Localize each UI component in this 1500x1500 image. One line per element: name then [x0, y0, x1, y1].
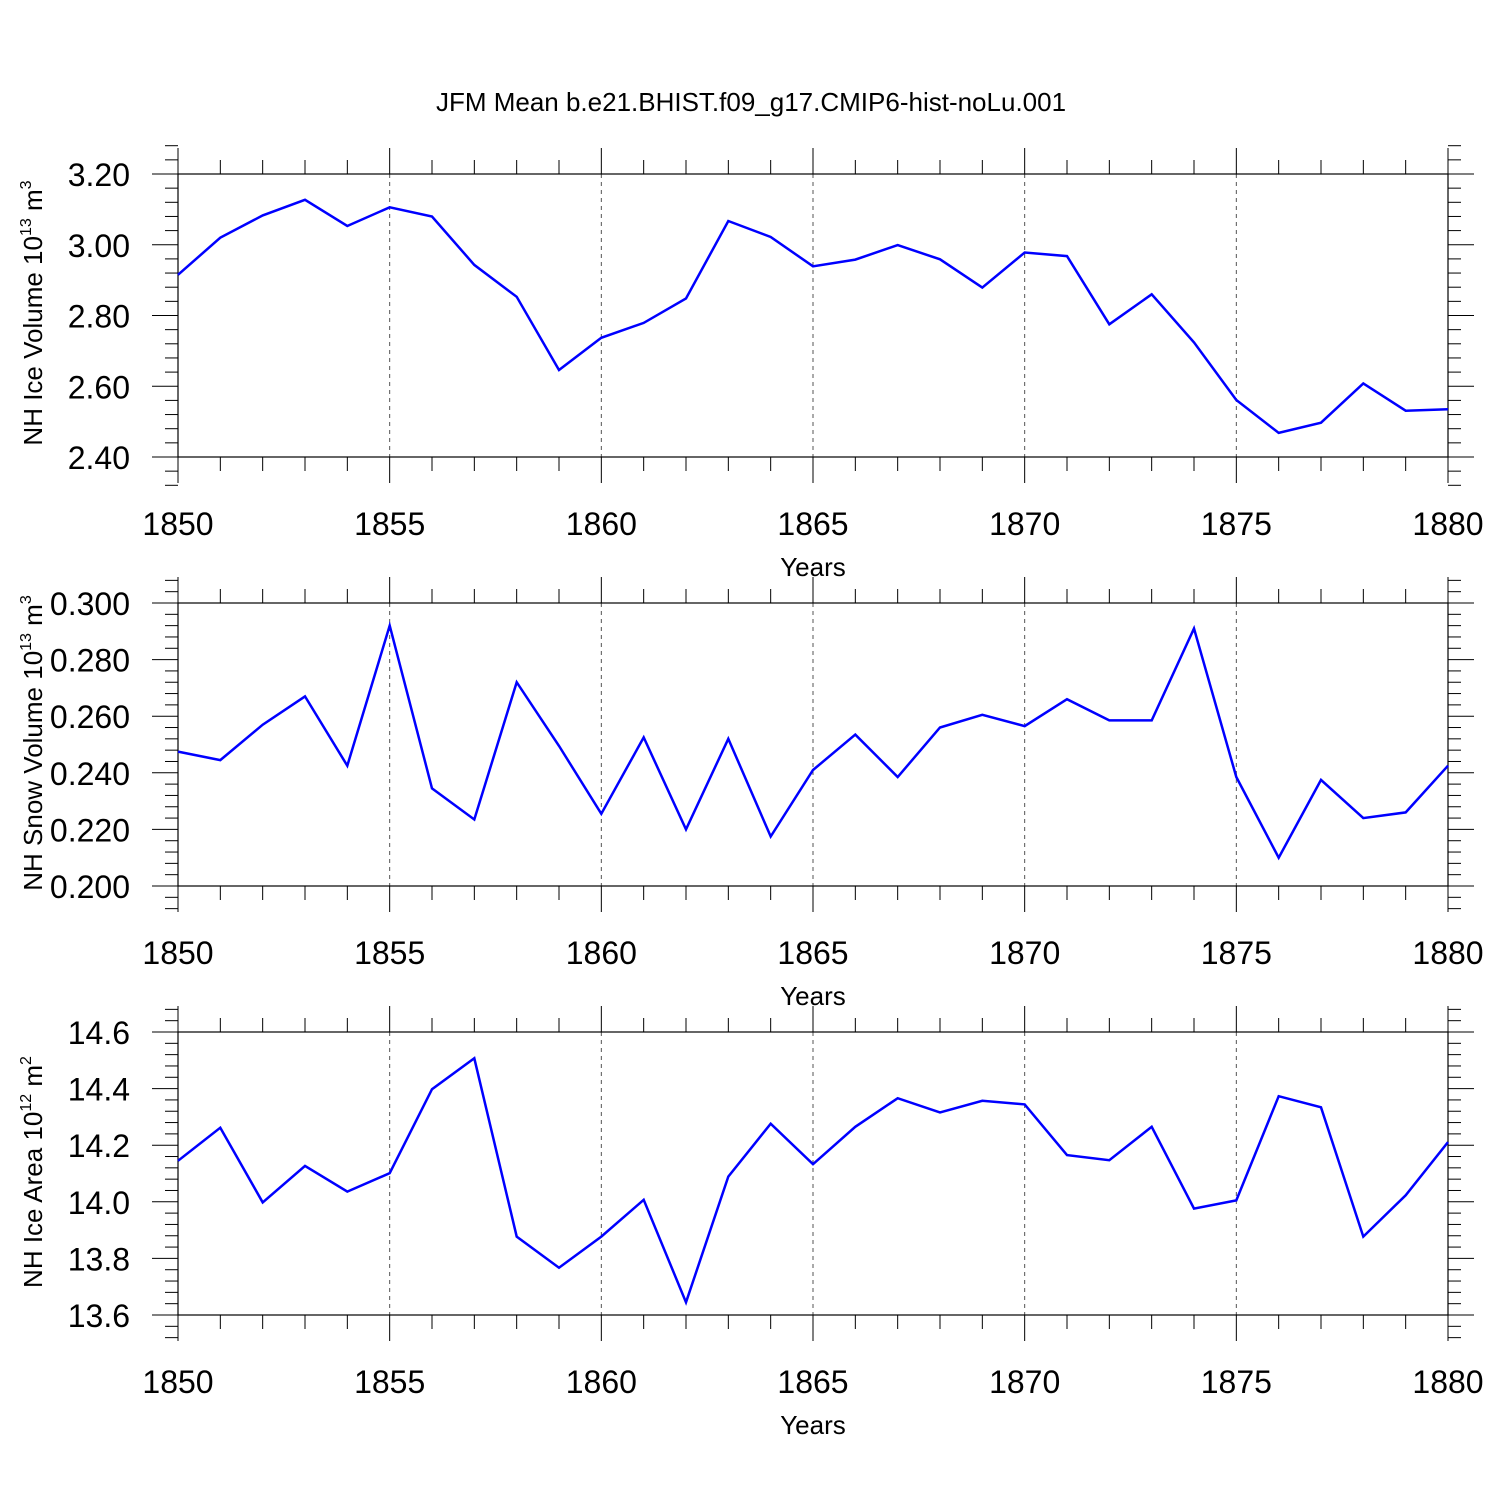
y-tick-label: 0.300 [50, 586, 130, 622]
x-tick-label: 1870 [989, 1364, 1060, 1400]
x-tick-label: 1850 [142, 935, 213, 971]
x-axis-label: Years [780, 1410, 846, 1440]
y-tick-label: 14.4 [68, 1072, 130, 1108]
x-tick-label: 1865 [777, 935, 848, 971]
y-axis-label: NH Ice Volume 1013 m3 [18, 180, 48, 445]
x-tick-label: 1860 [566, 506, 637, 542]
chart-panel-2: 0.200 0.220 0.240 0.260 0.280 0.300 1850 1855 18… [18, 577, 1484, 1011]
y-tick-label: 13.8 [68, 1241, 130, 1277]
y-tick-label: 13.6 [68, 1298, 130, 1334]
y-tick-label: 2.60 [68, 369, 130, 405]
y-tick-label: 14.2 [68, 1128, 130, 1164]
x-tick-label: 1870 [989, 506, 1060, 542]
y-tick-label: 3.00 [68, 228, 130, 264]
x-tick-label: 1880 [1412, 506, 1483, 542]
x-tick-label: 1865 [777, 1364, 848, 1400]
y-tick-label: 2.40 [68, 440, 130, 476]
series-line [177, 198, 1449, 435]
x-tick-label: 1880 [1412, 1364, 1483, 1400]
y-axis-label: NH Ice Area 1012 m2 [18, 1056, 48, 1288]
y-tick-label: 0.280 [50, 643, 130, 679]
y-tick-label: 0.240 [50, 756, 130, 792]
figure-title: JFM Mean b.e21.BHIST.f09_g17.CMIP6-hist-… [436, 87, 1066, 117]
y-tick-label: 3.20 [68, 157, 130, 193]
x-tick-label: 1875 [1201, 506, 1272, 542]
y-tick-label: 14.0 [68, 1185, 130, 1221]
x-tick-label: 1850 [142, 506, 213, 542]
x-tick-label: 1860 [566, 935, 637, 971]
x-tick-label: 1850 [142, 1364, 213, 1400]
x-tick-label: 1870 [989, 935, 1060, 971]
x-tick-label: 1855 [354, 935, 425, 971]
y-axis-label: NH Snow Volume 1013 m3 [18, 595, 48, 891]
chart-panel-1: 2.40 2.60 2.80 3.00 3.20 1850 1855 1860 1865 1870… [18, 145, 1484, 582]
y-tick-label: 0.220 [50, 812, 130, 848]
y-tick-label: 0.200 [50, 869, 130, 905]
x-tick-label: 1855 [354, 1364, 425, 1400]
x-tick-label: 1875 [1201, 1364, 1272, 1400]
x-tick-label: 1860 [566, 1364, 637, 1400]
y-tick-label: 14.6 [68, 1015, 130, 1051]
y-tick-label: 2.80 [68, 299, 130, 335]
x-tick-label: 1865 [777, 506, 848, 542]
chart-panel-3: 13.6 13.8 14.0 14.2 14.4 14.6 1850 1855 1860 1865… [18, 1006, 1484, 1440]
x-tick-label: 1855 [354, 506, 425, 542]
y-tick-label: 0.260 [50, 699, 130, 735]
x-tick-label: 1875 [1201, 935, 1272, 971]
x-tick-label: 1880 [1412, 935, 1483, 971]
